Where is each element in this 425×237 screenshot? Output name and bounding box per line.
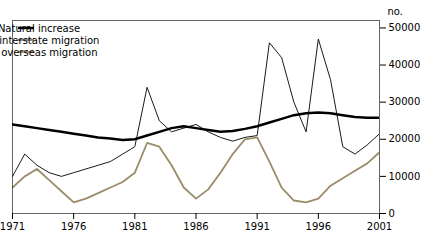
svg-text:1986: 1986 xyxy=(183,221,208,232)
svg-text:no.: no. xyxy=(388,6,403,17)
svg-text:40000: 40000 xyxy=(389,59,421,70)
svg-text:10000: 10000 xyxy=(389,171,421,182)
svg-text:1971: 1971 xyxy=(0,221,25,232)
svg-text:1981: 1981 xyxy=(122,221,147,232)
svg-text:Natural increase: Natural increase xyxy=(0,23,80,34)
svg-text:50000: 50000 xyxy=(389,22,421,33)
svg-text:30000: 30000 xyxy=(389,96,421,107)
svg-text:1991: 1991 xyxy=(244,221,269,232)
svg-text:1996: 1996 xyxy=(306,221,331,232)
svg-text:Net interstate migration: Net interstate migration xyxy=(0,35,99,46)
svg-text:0: 0 xyxy=(389,208,395,219)
svg-text:1976: 1976 xyxy=(61,221,86,232)
svg-text:Net overseas migration: Net overseas migration xyxy=(0,47,98,58)
svg-text:20000: 20000 xyxy=(389,133,421,144)
svg-text:2001: 2001 xyxy=(367,221,392,232)
